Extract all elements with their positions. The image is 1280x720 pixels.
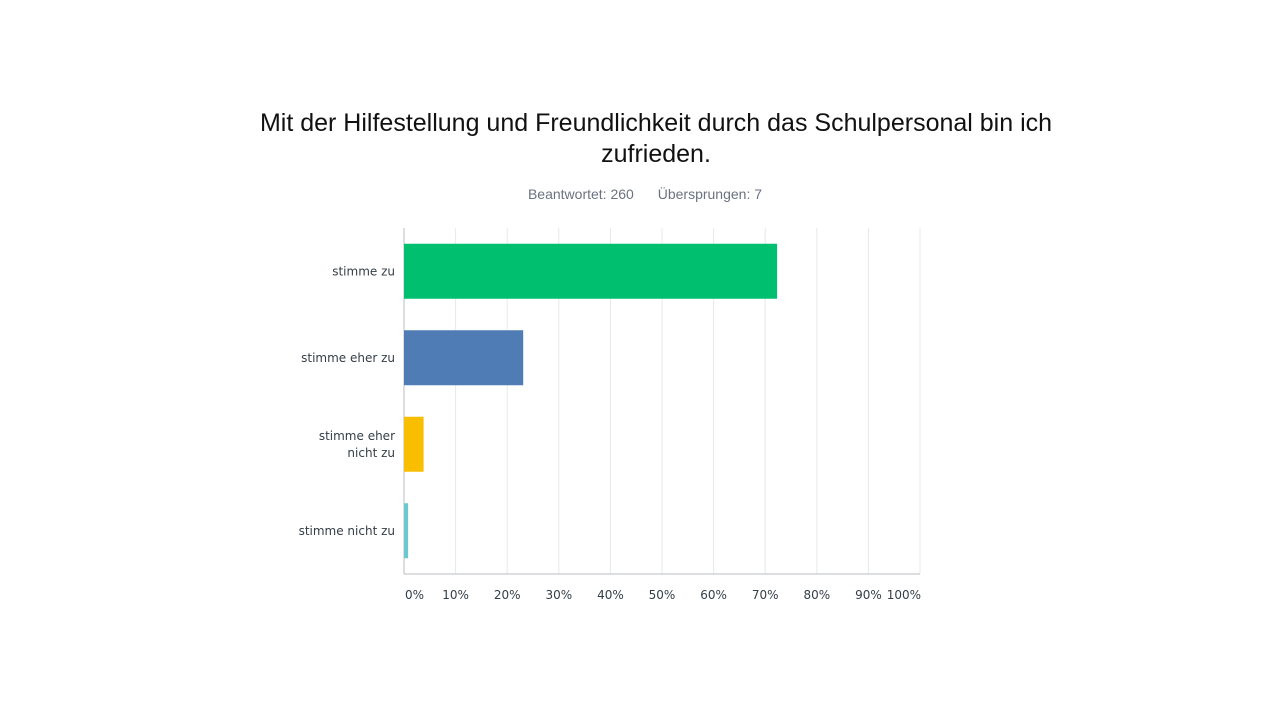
x-tick-label: 30% bbox=[545, 588, 572, 602]
category-label: stimme zu bbox=[332, 264, 395, 278]
x-tick-label: 60% bbox=[700, 588, 727, 602]
category-label: nicht zu bbox=[347, 446, 395, 460]
chart-title: Mit der Hilfestellung und Freundlichkeit… bbox=[259, 109, 1053, 168]
x-tick-label: 20% bbox=[494, 588, 521, 602]
response-stats: Beantwortet: 260 Übersprungen: 7 bbox=[0, 186, 1280, 202]
x-tick-label: 50% bbox=[649, 588, 676, 602]
category-label: stimme eher bbox=[319, 429, 395, 443]
bar bbox=[404, 330, 524, 386]
bar bbox=[404, 503, 409, 559]
x-tick-label: 10% bbox=[442, 588, 469, 602]
bar bbox=[404, 243, 778, 299]
category-label: stimme nicht zu bbox=[299, 524, 395, 538]
x-tick-label: 70% bbox=[752, 588, 779, 602]
skipped-count: Übersprungen: 7 bbox=[657, 186, 763, 202]
bar bbox=[404, 416, 424, 472]
x-tick-label: 90% bbox=[855, 588, 882, 602]
x-tick-label: 100% bbox=[887, 588, 921, 602]
x-tick-label: 0% bbox=[405, 588, 424, 602]
x-tick-label: 80% bbox=[803, 588, 830, 602]
category-label: stimme eher zu bbox=[301, 351, 395, 365]
x-tick-label: 40% bbox=[597, 588, 624, 602]
answered-count: Beantwortet: 260 bbox=[527, 186, 634, 202]
